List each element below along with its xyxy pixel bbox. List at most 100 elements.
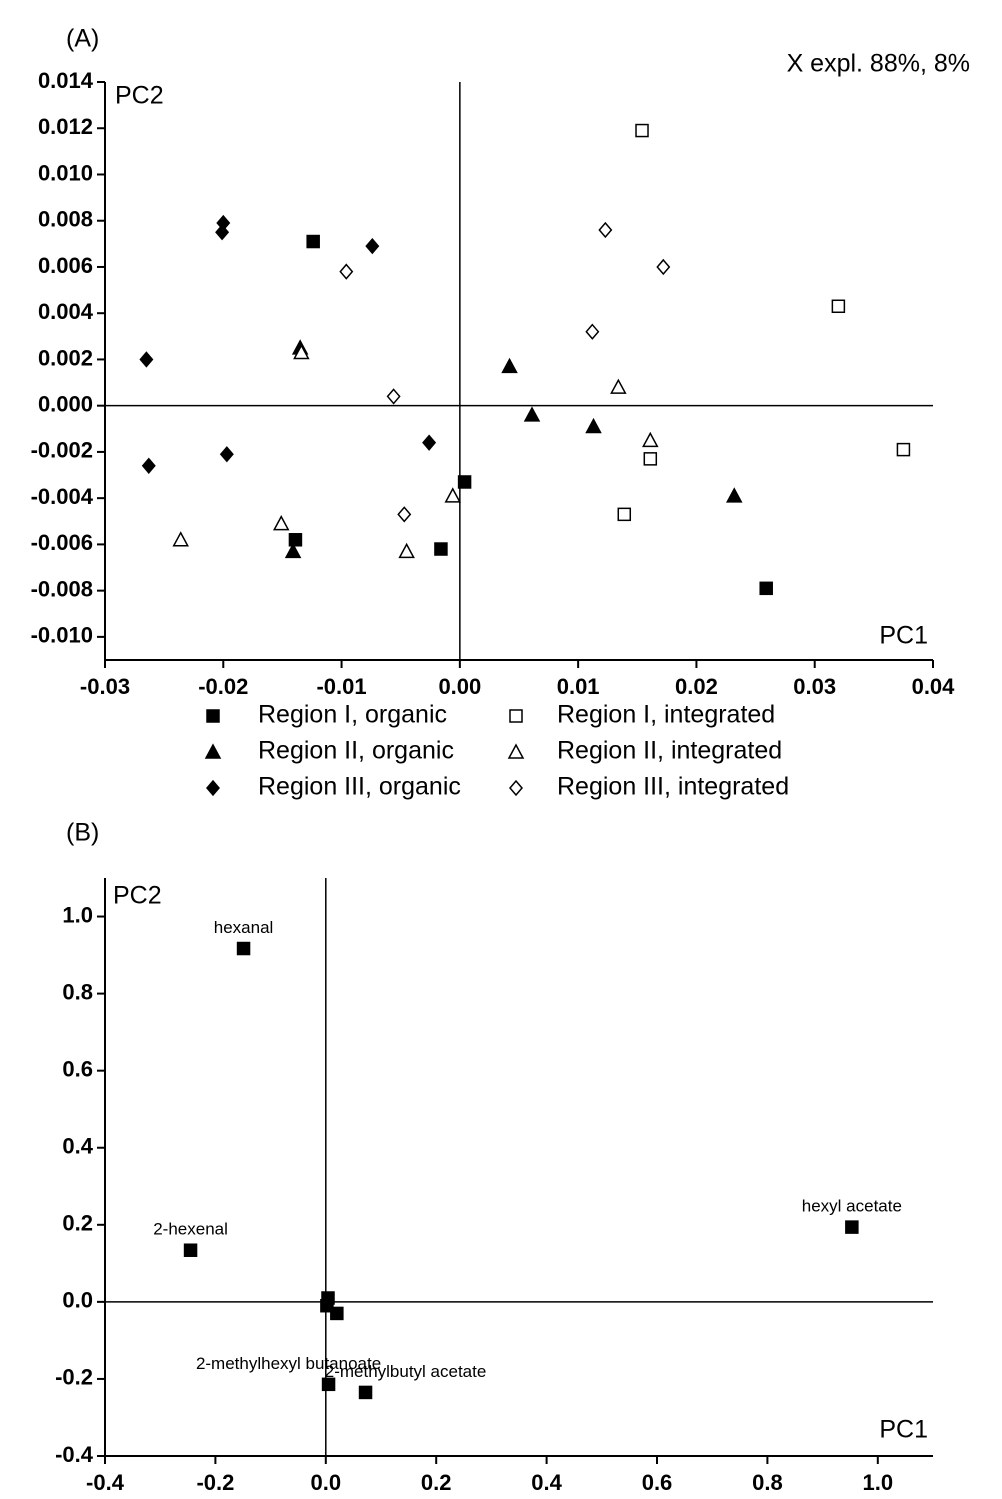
- marker: [358, 1385, 373, 1400]
- x-tick-label: -0.2: [196, 1470, 234, 1495]
- marker: [272, 515, 290, 531]
- marker: [422, 434, 437, 451]
- x-tick-label: 0.6: [642, 1470, 673, 1495]
- x-tick-label: 0.2: [421, 1470, 452, 1495]
- legend-label: Region II, integrated: [557, 737, 782, 765]
- marker: [288, 533, 303, 547]
- y-tick-label: 0.004: [38, 299, 94, 324]
- y-tick-label: 0.014: [38, 68, 94, 93]
- y-tick-label: -0.4: [55, 1442, 94, 1467]
- marker: [457, 475, 472, 489]
- marker: [219, 446, 234, 463]
- panel-label: (B): [66, 819, 99, 847]
- marker: [183, 1243, 198, 1257]
- marker: [585, 417, 602, 434]
- panel-label: (A): [66, 25, 99, 53]
- marker: [141, 457, 156, 474]
- legend-label: Region I, organic: [258, 701, 447, 729]
- marker: [656, 258, 671, 276]
- marker: [386, 388, 401, 405]
- x-tick-label: -0.02: [198, 674, 248, 699]
- x-tick-label: -0.4: [86, 1470, 125, 1495]
- marker: [444, 487, 462, 503]
- y-tick-label: -0.004: [31, 484, 94, 509]
- marker: [320, 1298, 334, 1313]
- y-tick-label: 1.0: [62, 902, 93, 927]
- x-tick-label: 0.03: [793, 674, 836, 699]
- marker: [365, 237, 380, 255]
- marker: [635, 123, 649, 138]
- marker: [339, 263, 354, 280]
- marker: [759, 581, 773, 596]
- y-tick-label: -0.2: [55, 1365, 93, 1390]
- marker: [284, 542, 302, 559]
- marker: [831, 299, 846, 314]
- x-tick-label: 0.02: [675, 674, 718, 699]
- x-axis-label: PC1: [879, 1416, 928, 1444]
- legend-marker: [509, 709, 523, 723]
- marker: [643, 452, 658, 466]
- marker: [642, 431, 659, 448]
- y-tick-label: 0.008: [38, 207, 93, 232]
- y-tick-label: 0.012: [38, 114, 93, 139]
- legend-label: Region III, organic: [258, 773, 461, 801]
- marker: [139, 351, 154, 368]
- legend-marker: [204, 743, 222, 759]
- y-tick-label: 0.010: [38, 160, 93, 185]
- marker: [610, 378, 627, 394]
- x-tick-label: 1.0: [863, 1470, 894, 1495]
- marker: [598, 221, 613, 239]
- y-tick-label: 0.002: [38, 345, 93, 370]
- marker: [397, 506, 412, 523]
- marker: [293, 343, 310, 360]
- x-tick-label: 0.00: [438, 674, 481, 699]
- y-axis-label: PC2: [113, 882, 162, 910]
- y-tick-label: 0.2: [62, 1211, 93, 1236]
- marker: [306, 234, 320, 249]
- y-tick-label: 0.0: [62, 1288, 93, 1313]
- y-tick-label: -0.006: [31, 530, 93, 555]
- data-label: hexyl acetate: [802, 1197, 902, 1216]
- y-tick-label: 0.006: [38, 253, 93, 278]
- y-tick-label: 0.8: [62, 979, 93, 1004]
- y-tick-label: 0.000: [38, 391, 93, 416]
- x-tick-label: 0.0: [311, 1470, 342, 1495]
- legend-label: Region II, organic: [258, 737, 454, 765]
- legend-label: Region I, integrated: [557, 701, 775, 729]
- legend-marker: [507, 743, 525, 759]
- legend-label: Region III, integrated: [557, 773, 789, 801]
- marker: [330, 1306, 344, 1321]
- y-tick-label: 0.4: [62, 1134, 93, 1159]
- marker: [434, 542, 448, 556]
- x-tick-label: 0.04: [912, 674, 956, 699]
- data-label: 2-methylhexyl butanoate: [196, 1354, 381, 1373]
- marker: [236, 941, 251, 956]
- marker: [501, 357, 518, 374]
- marker: [172, 531, 189, 547]
- x-tick-label: 0.01: [557, 674, 600, 699]
- x-tick-label: -0.03: [80, 674, 130, 699]
- y-tick-label: -0.002: [31, 438, 93, 463]
- marker: [845, 1220, 859, 1234]
- legend-marker: [206, 779, 220, 797]
- y-tick-label: 0.6: [62, 1056, 93, 1081]
- y-tick-label: -0.010: [31, 623, 93, 648]
- data-label: hexanal: [214, 918, 274, 937]
- marker: [398, 542, 415, 559]
- y-axis-label: PC2: [115, 82, 164, 110]
- data-label: 2-methylbutyl acetate: [325, 1362, 487, 1381]
- legend-marker: [206, 709, 220, 723]
- x-tick-label: -0.01: [316, 674, 366, 699]
- marker: [585, 323, 600, 340]
- y-tick-label: -0.008: [31, 576, 93, 601]
- annotation: X expl. 88%, 8%: [787, 50, 970, 78]
- data-label: 2-hexenal: [153, 1220, 228, 1239]
- legend-marker: [509, 779, 523, 797]
- marker: [215, 224, 230, 241]
- marker: [617, 507, 632, 522]
- marker: [896, 442, 911, 457]
- marker: [321, 1377, 336, 1392]
- marker: [726, 487, 743, 503]
